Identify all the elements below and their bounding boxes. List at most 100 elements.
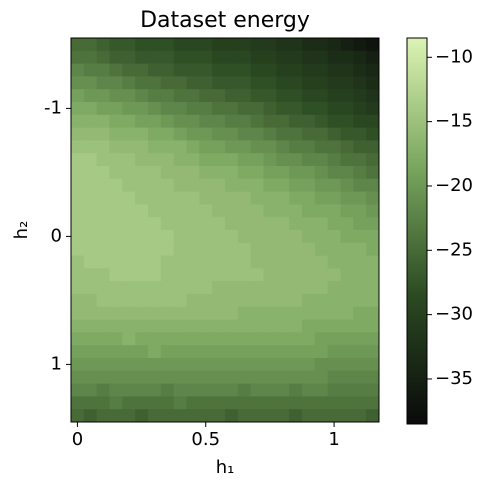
heat-cell xyxy=(289,281,303,295)
heat-cell xyxy=(263,38,277,52)
heat-cell xyxy=(212,319,226,333)
heat-cell xyxy=(135,114,149,129)
heat-cell xyxy=(173,153,187,167)
heat-cell xyxy=(122,63,136,77)
heat-cell xyxy=(340,383,354,397)
heat-cell xyxy=(122,268,136,282)
heat-cell xyxy=(327,127,341,141)
heat-cell xyxy=(199,383,213,397)
heat-cell xyxy=(225,63,239,77)
heat-cell xyxy=(83,332,98,346)
heat-cell xyxy=(160,166,175,180)
colorbar xyxy=(406,37,428,425)
heat-cell xyxy=(96,50,110,65)
heat-cell xyxy=(263,255,277,269)
heat-cell xyxy=(276,409,290,423)
heat-cell xyxy=(314,166,329,180)
heat-cell xyxy=(109,281,123,295)
heat-cell xyxy=(340,319,354,333)
heat-cell xyxy=(366,38,380,52)
heat-cell xyxy=(186,89,200,103)
heat-cell xyxy=(276,294,290,308)
heat-cell xyxy=(83,50,98,65)
heat-cell xyxy=(212,242,226,257)
heat-cell xyxy=(199,332,213,346)
heat-cell xyxy=(276,191,290,205)
heat-cell xyxy=(225,306,239,321)
heat-cell xyxy=(71,306,85,321)
heat-cell xyxy=(366,242,380,257)
heat-cell xyxy=(289,332,303,346)
heat-cell xyxy=(302,166,316,180)
heat-cell xyxy=(122,370,136,385)
heat-cell xyxy=(71,127,85,141)
heat-cell xyxy=(96,345,110,359)
heat-cell xyxy=(250,268,264,282)
heat-cell xyxy=(250,140,264,154)
heat-cell xyxy=(122,306,136,321)
heat-cell xyxy=(289,383,303,397)
heat-cell xyxy=(173,102,187,116)
heat-cell xyxy=(199,50,213,65)
heat-cell xyxy=(314,345,329,359)
heat-cell xyxy=(135,50,149,65)
heat-cell xyxy=(366,396,380,410)
heat-cell xyxy=(122,153,136,167)
heat-cell xyxy=(199,268,213,282)
heat-cell xyxy=(173,370,187,385)
heat-cell xyxy=(366,281,380,295)
heat-cell xyxy=(353,306,367,321)
heat-cell xyxy=(160,306,175,321)
heat-cell xyxy=(263,89,277,103)
heat-cell xyxy=(160,217,175,231)
heat-cell xyxy=(109,230,123,244)
heat-cell xyxy=(276,204,290,218)
heat-cell xyxy=(237,191,252,205)
heat-cell xyxy=(83,217,98,231)
heat-cell xyxy=(314,153,329,167)
heat-cell xyxy=(366,319,380,333)
heat-cell xyxy=(289,50,303,65)
heat-cell xyxy=(71,268,85,282)
heat-cell xyxy=(276,63,290,77)
heat-cell xyxy=(199,166,213,180)
heat-cell xyxy=(148,294,162,308)
heat-cell xyxy=(96,409,110,423)
heat-cell xyxy=(250,50,264,65)
heat-cell xyxy=(237,114,252,129)
heat-cell xyxy=(122,204,136,218)
heat-cell xyxy=(237,178,252,193)
heat-cell xyxy=(250,294,264,308)
heat-cell xyxy=(96,38,110,52)
heat-cell xyxy=(199,178,213,193)
heat-cell xyxy=(314,191,329,205)
heat-cell xyxy=(135,76,149,90)
heat-cell xyxy=(148,268,162,282)
heat-cell xyxy=(212,255,226,269)
heat-cell xyxy=(366,255,380,269)
x-tick-label: 0 xyxy=(72,429,83,450)
heat-cell xyxy=(302,383,316,397)
heat-cell xyxy=(109,345,123,359)
heat-cell xyxy=(302,102,316,116)
heat-cell xyxy=(327,230,341,244)
heat-cell xyxy=(327,89,341,103)
heat-cell xyxy=(160,63,175,77)
heat-cell xyxy=(302,178,316,193)
heat-cell xyxy=(353,140,367,154)
heat-cell xyxy=(366,191,380,205)
heat-cell xyxy=(250,255,264,269)
heat-cell xyxy=(225,102,239,116)
heat-cell xyxy=(135,294,149,308)
heat-cell xyxy=(353,204,367,218)
heat-cell xyxy=(212,50,226,65)
heat-cell xyxy=(353,191,367,205)
heat-cell xyxy=(237,102,252,116)
heat-cell xyxy=(263,204,277,218)
heat-cell xyxy=(366,409,380,423)
heat-cell xyxy=(173,76,187,90)
heat-cell xyxy=(83,38,98,52)
heat-cell xyxy=(109,178,123,193)
y-tick-label: 0 xyxy=(51,225,62,246)
heat-cell xyxy=(289,204,303,218)
